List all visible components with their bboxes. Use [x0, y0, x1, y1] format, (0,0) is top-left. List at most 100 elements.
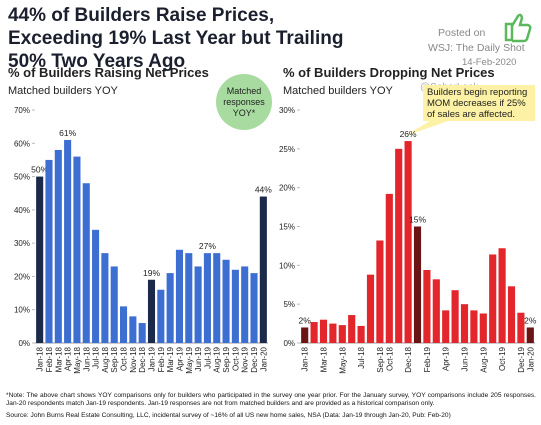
y-tick-label: 30%: [279, 106, 295, 115]
x-tick-label: Dec-18: [138, 346, 147, 372]
value-label: 15%: [409, 215, 426, 225]
x-tick-label: Jan-20: [259, 346, 268, 371]
bar: [138, 323, 146, 343]
x-tick-label: Oct-18: [120, 346, 129, 371]
bar: [526, 327, 534, 343]
x-tick-label: Aug-19: [213, 346, 222, 372]
bar: [329, 323, 337, 343]
bar: [175, 249, 184, 343]
x-tick-label: Nov-19: [241, 346, 250, 372]
x-tick-label: Apr-19: [442, 346, 451, 371]
x-tick-label: Nov-18: [129, 346, 138, 372]
x-tick-label: Feb-19: [423, 346, 432, 372]
y-tick-label: 0%: [283, 339, 295, 348]
y-tick-label: 10%: [279, 261, 295, 270]
x-tick-label: Jun-19: [194, 346, 203, 371]
x-tick-label: Dec-19: [517, 346, 526, 372]
x-tick-label: Jul-19: [203, 346, 212, 368]
value-label: 19%: [143, 268, 160, 278]
value-label: 26%: [400, 129, 417, 139]
x-tick-label: May-18: [73, 346, 82, 373]
bar: [36, 176, 44, 343]
x-tick-label: May-19: [185, 346, 194, 373]
bar: [119, 306, 128, 343]
bar: [259, 196, 267, 343]
bar: [101, 253, 109, 343]
bar: [54, 149, 62, 343]
value-label: 61%: [59, 128, 76, 138]
bar: [413, 226, 422, 343]
annotation-callout: Builders begin reporting MOM decreases i…: [423, 85, 535, 121]
y-tick-label: 25%: [279, 145, 295, 154]
bar: [489, 254, 497, 343]
bar: [442, 310, 450, 343]
x-tick-label: Mar-19: [166, 346, 175, 372]
chart-title: % of Builders Dropping Net Prices: [283, 65, 495, 80]
y-tick-label: 0%: [18, 339, 30, 348]
x-tick-label: Jun-18: [82, 346, 91, 371]
value-label: 27%: [199, 241, 216, 251]
bar: [376, 240, 384, 343]
bar: [241, 266, 249, 343]
y-tick-label: 5%: [283, 300, 295, 309]
value-label: 2%: [524, 315, 537, 325]
bar: [517, 312, 525, 343]
x-tick-label: Apr-19: [175, 346, 184, 371]
y-tick-label: 15%: [279, 223, 295, 232]
bar: [404, 141, 412, 343]
x-tick-label: Oct-19: [498, 346, 507, 371]
bar: [157, 289, 165, 343]
x-tick-label: May-18: [338, 346, 347, 373]
bar: [45, 159, 53, 343]
bar: [231, 269, 239, 343]
bar: [147, 279, 156, 343]
chart-subtitle: Matched builders YOY: [8, 85, 119, 97]
bar: [73, 156, 81, 343]
x-tick-label: Oct-19: [231, 346, 240, 371]
chart-title: % of Builders Raising Net Prices: [8, 65, 209, 80]
bar: [432, 279, 440, 343]
bar: [507, 286, 516, 343]
bar: [470, 310, 478, 343]
x-tick-label: Dec-19: [250, 346, 259, 372]
bar: [213, 253, 221, 343]
y-tick-label: 30%: [14, 239, 30, 248]
chart-subtitle: Matched builders YOY: [283, 85, 394, 97]
x-tick-label: Jan-18: [301, 346, 310, 371]
bar: [498, 248, 506, 343]
bar: [64, 139, 72, 343]
bar: [357, 325, 365, 343]
bar: [185, 253, 193, 343]
x-tick-label: Jan-20: [526, 346, 535, 371]
bar: [479, 313, 487, 343]
x-tick-label: Sep-18: [376, 346, 385, 372]
bar: [310, 322, 318, 343]
value-label: 2%: [299, 315, 312, 325]
x-tick-label: Aug-19: [479, 346, 488, 372]
y-tick-label: 40%: [14, 206, 30, 215]
x-tick-label: Sep-19: [222, 346, 231, 372]
source: Source: John Burns Real Estate Consultin…: [6, 412, 451, 419]
x-tick-label: Oct-18: [385, 346, 394, 371]
annotation-bubble: Matched responses YOY*: [216, 74, 272, 130]
bar: [460, 304, 469, 343]
x-tick-label: Jan-19: [148, 346, 157, 371]
value-label: 50%: [31, 165, 48, 175]
y-tick-label: 10%: [14, 306, 30, 315]
x-tick-label: Jun-19: [461, 346, 470, 371]
x-tick-label: Mar-18: [54, 346, 63, 372]
bar: [82, 183, 90, 343]
bar: [250, 273, 258, 343]
bar: [166, 273, 174, 343]
y-tick-label: 70%: [14, 106, 30, 115]
footnote: *Note: The above chart shows YOY compari…: [6, 392, 536, 407]
callout-pointer: [405, 121, 448, 136]
x-tick-label: Feb-18: [45, 346, 54, 372]
bar: [348, 315, 356, 343]
bar: [222, 259, 230, 343]
bar: [110, 266, 118, 343]
x-tick-label: Apr-18: [64, 346, 73, 371]
bar: [92, 229, 100, 343]
posted-date: 14-Feb-2020: [462, 57, 517, 68]
bar: [319, 319, 328, 343]
